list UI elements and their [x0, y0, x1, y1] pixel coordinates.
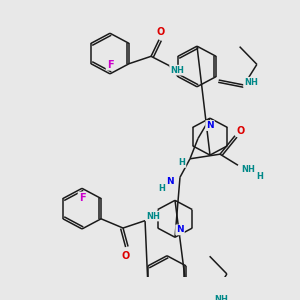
Text: F: F [107, 60, 113, 70]
Text: O: O [122, 251, 130, 261]
Text: H: H [159, 184, 165, 193]
Text: N: N [166, 177, 174, 186]
Text: NH: NH [214, 295, 228, 300]
Text: NH: NH [241, 165, 255, 174]
Text: NH: NH [146, 212, 160, 220]
Text: N: N [206, 121, 214, 130]
Text: H: H [178, 158, 185, 167]
Text: NH: NH [244, 78, 258, 87]
Text: H: H [256, 172, 263, 181]
Text: NH: NH [170, 66, 184, 75]
Text: O: O [237, 126, 245, 136]
Text: F: F [79, 193, 85, 202]
Text: N: N [176, 225, 184, 234]
Text: O: O [157, 27, 165, 37]
